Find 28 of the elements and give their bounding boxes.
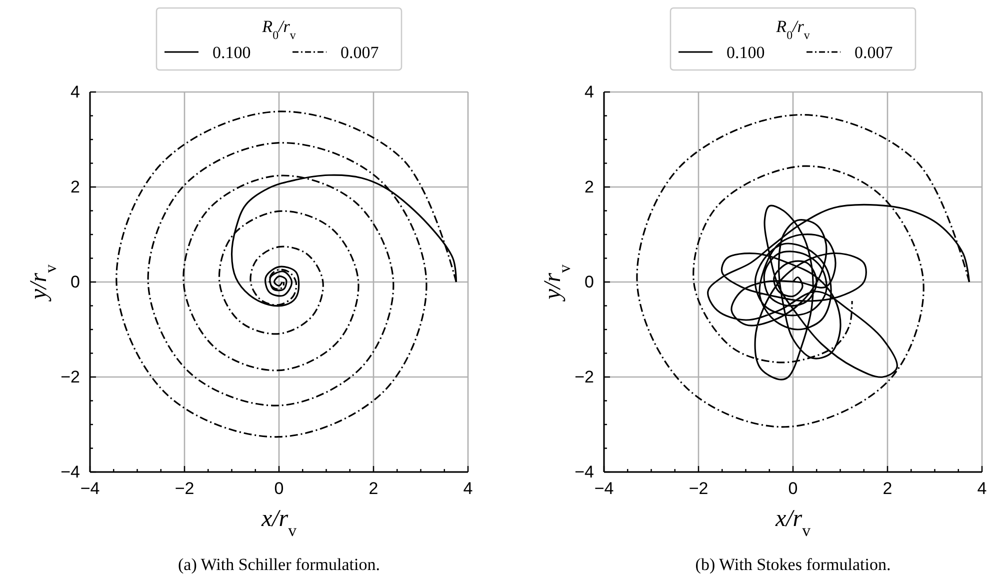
x-tick-label: 2	[368, 479, 378, 498]
x-tick-label: 4	[463, 479, 473, 498]
x-axis-title: x/r$_{v}$	[774, 506, 812, 540]
y-tick-label: −4	[574, 462, 594, 482]
x-axis-title: x/r$_{v}$	[260, 506, 298, 540]
y-tick-label: 4	[70, 82, 80, 102]
x-tick-label: 0	[788, 479, 798, 498]
y-tick-label: 2	[70, 177, 80, 196]
y-tick-label: 0	[584, 272, 594, 292]
y-tick-label: −4	[60, 462, 80, 482]
x-tick-label: −2	[688, 479, 708, 498]
x-tick-label: −2	[174, 479, 194, 498]
y-tick-label: −2	[574, 367, 594, 386]
legend-title: R$_{0}$/r$_{v}$	[261, 17, 296, 42]
x-tick-label: 4	[977, 479, 987, 498]
legend-label: 0.007	[854, 43, 894, 62]
text: (b) With Stokes formulation.	[695, 555, 891, 574]
x-tick-label: 0	[274, 479, 284, 498]
legend-title: R$_{0}$/r$_{v}$	[775, 17, 810, 42]
legend-label: 0.100	[726, 43, 765, 62]
y-tick-label: −2	[60, 367, 80, 386]
legend-label: 0.007	[340, 43, 380, 62]
y-tick-label: 4	[584, 82, 594, 102]
legend-label: 0.100	[212, 43, 251, 62]
text: (a) With Schiller formulation.	[178, 555, 380, 574]
x-tick-label: 2	[882, 479, 892, 498]
y-tick-label: 0	[70, 272, 80, 292]
y-tick-label: 2	[584, 177, 594, 196]
